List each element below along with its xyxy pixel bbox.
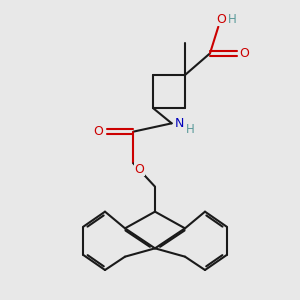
Text: N: N xyxy=(174,117,184,130)
Text: O: O xyxy=(93,125,103,138)
Text: O: O xyxy=(239,47,249,60)
Text: O: O xyxy=(216,13,226,26)
Text: H: H xyxy=(186,123,194,136)
Text: H: H xyxy=(228,13,237,26)
Text: O: O xyxy=(134,163,144,176)
